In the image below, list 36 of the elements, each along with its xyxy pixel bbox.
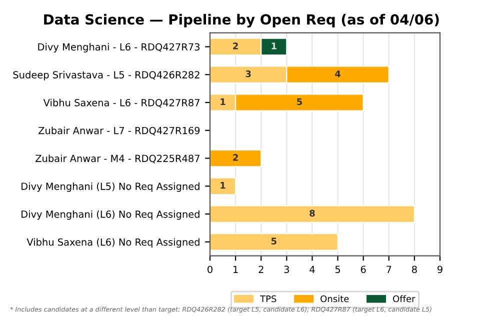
data-label: 3	[246, 70, 251, 78]
bar	[210, 149, 262, 168]
y-tick-label: Divy Menghani - L6 - RDQ427R73	[38, 43, 200, 52]
x-tick-label: 4	[310, 266, 315, 273]
x-tick-label: 7	[386, 266, 392, 273]
data-label: 4	[335, 70, 341, 78]
y-tick-label: Zubair Anwar - M4 - RDQ225R487	[36, 154, 200, 164]
bar	[210, 205, 415, 223]
chart-title: Data Science — Pipeline by Open Req (as of 04/06)	[44, 14, 439, 28]
legend-label: TPS	[260, 295, 276, 302]
data-label: 5	[271, 238, 276, 245]
data-label: 1	[272, 42, 276, 50]
y-tick-label: Vibhu Saxena (L6) No Req Assigned	[26, 238, 200, 248]
data-label: 2	[233, 42, 238, 50]
data-label: 8	[310, 210, 315, 217]
x-tick-label: 0	[208, 266, 212, 274]
y-tick-label: Vibhu Saxena - L6 - RDQ427R87	[43, 98, 200, 108]
legend-label: Offer	[393, 295, 416, 302]
data-label: 5	[297, 98, 302, 106]
legend-label: Onsite	[320, 295, 349, 302]
y-tick-label: Zubair Anwar - L7 - RDQ427R169	[38, 126, 200, 136]
y-tick-label: Sudeep Srivastava - L5 - RDQ426R282	[13, 70, 200, 80]
x-tick-label: 9	[438, 266, 442, 274]
x-tick-label: 3	[284, 266, 289, 274]
y-tick-label: Divy Menghani (L5) No Req Assigned	[22, 182, 200, 192]
y-tick-label: Divy Menghani (L6) No Req Assigned	[22, 210, 200, 220]
bar	[210, 232, 338, 251]
data-label: 2	[233, 154, 238, 161]
data-label: 1	[220, 182, 226, 189]
x-tick-label: 2	[258, 266, 264, 273]
bar	[210, 177, 236, 196]
x-tick-label: 5	[335, 266, 340, 274]
data-label: 1	[220, 98, 226, 105]
x-tick-label: 1	[234, 266, 238, 273]
x-tick-label: 8	[412, 266, 417, 274]
x-tick-label: 6	[360, 266, 366, 274]
